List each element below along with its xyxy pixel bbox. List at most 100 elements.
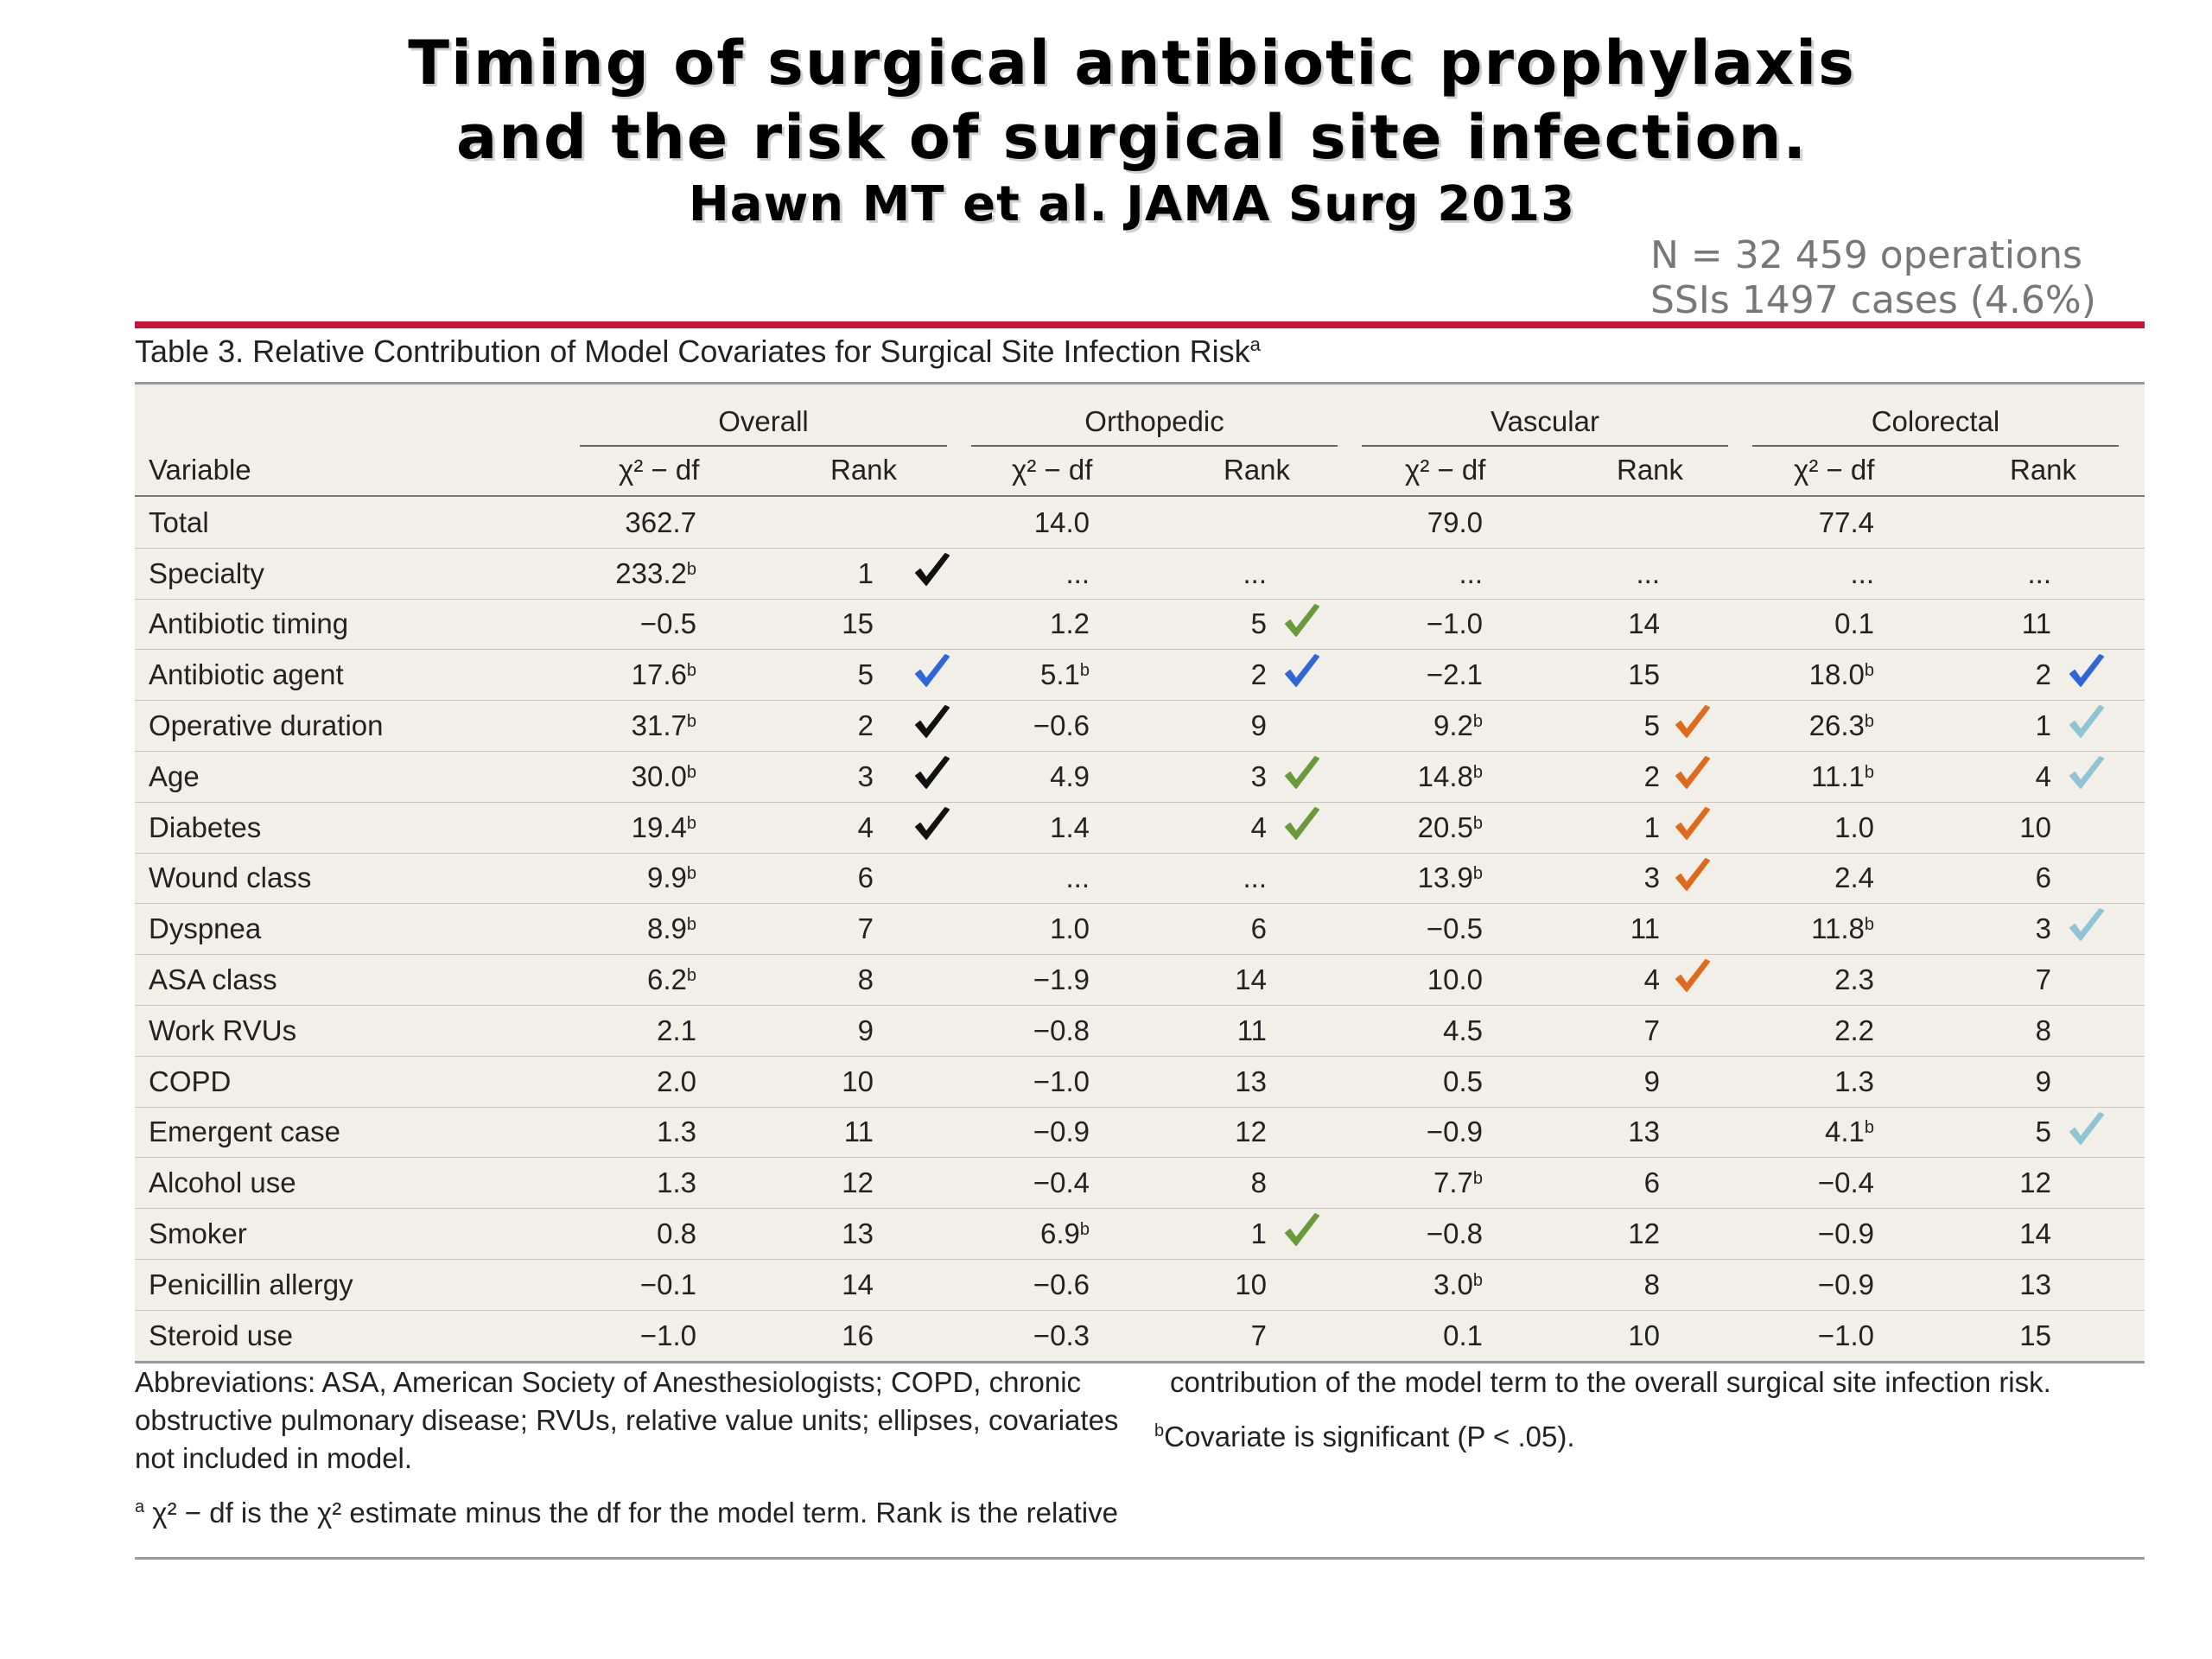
- checkmark-icon: [915, 654, 950, 688]
- cell-value: −0.4: [1817, 1166, 1874, 1199]
- chi-df-cell-overall: −0.1: [640, 1268, 696, 1301]
- cell-value: −0.5: [1426, 912, 1483, 945]
- cell-value: 2.4: [1834, 861, 1874, 894]
- checkmark-icon: [915, 756, 950, 789]
- cell-value: 11: [843, 1116, 874, 1148]
- cell-value: 2.1: [657, 1014, 696, 1046]
- chi-df-cell-overall: 8.9b: [647, 912, 696, 945]
- chi-df-cell-overall: 2.0: [657, 1065, 696, 1098]
- rank-cell-orthopedic: 14: [1235, 963, 1267, 996]
- chi-df-cell-colorectal: 18.0b: [1809, 658, 1874, 691]
- cell-value: 2: [857, 709, 874, 742]
- cell-value: 9: [1250, 709, 1267, 742]
- rank-cell-overall: 5: [858, 658, 874, 691]
- cell-value: 5: [857, 658, 874, 691]
- cell-value: 2.2: [1834, 1014, 1874, 1046]
- cell-value: 1: [1250, 1217, 1267, 1250]
- chi-df-cell-overall: 17.6b: [632, 658, 696, 691]
- cell-value: 2: [1250, 658, 1267, 691]
- cell-value: 14: [1628, 607, 1660, 640]
- checkmark-icon: [2069, 1111, 2104, 1145]
- cell-value: 4: [857, 810, 874, 843]
- significance-mark: b: [1864, 1118, 1874, 1138]
- rank-cell-overall: 7: [858, 912, 874, 945]
- stat-operations: N = 32 459 operations: [1650, 233, 2082, 277]
- group-rule-overall: [580, 445, 947, 447]
- chi-df-cell-vascular: 4.5: [1443, 1014, 1483, 1047]
- cell-value: −0.4: [1033, 1166, 1090, 1199]
- slide-title-line-2: and the risk of surgical site infection.: [455, 102, 1808, 173]
- checkmark-icon: [1675, 959, 1710, 993]
- footnotes-left: Abbreviations: ASA, American Society of …: [135, 1363, 1154, 1532]
- significance-mark: b: [1864, 661, 1874, 681]
- cell-value: 19.4: [631, 810, 687, 843]
- chi-df-cell-colorectal: 26.3b: [1809, 709, 1874, 742]
- chi-df-cell-orthopedic: 4.9: [1050, 760, 1090, 793]
- cell-value: ...: [1243, 556, 1267, 589]
- chi-df-cell-vascular: 0.1: [1443, 1319, 1483, 1352]
- col-header-rank-orthopedic: Rank: [1224, 454, 1291, 486]
- cell-value: −0.8: [1033, 1014, 1090, 1046]
- chi-df-cell-orthopedic: −0.3: [1033, 1319, 1090, 1352]
- col-header-chi-overall: χ² − df: [619, 454, 700, 486]
- cell-value: 6: [857, 861, 874, 894]
- cell-value: 9: [1643, 1065, 1660, 1097]
- rank-cell-orthopedic: 3: [1251, 760, 1267, 793]
- chi-df-cell-orthopedic: −0.8: [1033, 1014, 1090, 1047]
- checkmark-icon: [915, 705, 950, 739]
- chi-df-cell-orthopedic: −0.6: [1033, 1268, 1090, 1301]
- cell-value: 1.3: [657, 1166, 696, 1199]
- col-header-rank-overall: Rank: [830, 454, 898, 486]
- chi-df-cell-vascular: 13.9b: [1418, 861, 1483, 894]
- footnote-a: a χ² − df is the χ² estimate minus the d…: [135, 1488, 1154, 1532]
- chi-df-cell-colorectal: 2.4: [1834, 861, 1874, 894]
- rank-cell-vascular: 15: [1628, 658, 1660, 691]
- chi-df-cell-vascular: 10.0: [1427, 963, 1483, 996]
- cell-value: 4.5: [1443, 1014, 1483, 1046]
- table-row: Specialty 233.2b 1..................: [135, 549, 2145, 600]
- rank-cell-colorectal: 15: [2019, 1319, 2051, 1352]
- variable-name: Work RVUs: [149, 1014, 297, 1046]
- cell-value: 6: [2035, 861, 2051, 894]
- rank-cell-vascular: ...: [1636, 557, 1660, 590]
- table-caption-footnote-mark: a: [1249, 334, 1261, 355]
- cell-value: 4: [1643, 963, 1660, 996]
- cell-value: −0.6: [1033, 1268, 1090, 1300]
- cell-value: 0.1: [1443, 1319, 1483, 1352]
- significance-mark: b: [686, 762, 696, 782]
- cell-value: −1.0: [639, 1319, 696, 1352]
- chi-df-cell-colorectal: 1.0: [1834, 811, 1874, 844]
- rank-cell-colorectal: 1: [2036, 709, 2051, 742]
- cell-value: 1.0: [1050, 912, 1090, 945]
- rank-cell-colorectal: 14: [2019, 1217, 2051, 1250]
- significance-mark: b: [686, 712, 696, 732]
- cell-value: −1.0: [1033, 1065, 1090, 1097]
- rank-cell-vascular: 11: [1630, 912, 1660, 945]
- chi-df-cell-orthopedic: −1.9: [1033, 963, 1090, 996]
- significance-mark: b: [686, 915, 696, 935]
- rank-cell-overall: 9: [858, 1014, 874, 1047]
- rank-cell-orthopedic: 8: [1251, 1166, 1267, 1199]
- group-header-overall: Overall: [718, 405, 809, 437]
- table-row: Operative duration 31.7b 2 −0.6 9 9.2b 5 26.3b 1: [135, 701, 2145, 752]
- chi-df-cell-vascular: 7.7b: [1433, 1166, 1483, 1199]
- variable-name: Wound class: [149, 861, 312, 894]
- table-row: Smoker 0.8 13 6.9b 1 −0.8 12 −0.9 14: [135, 1209, 2145, 1260]
- rank-cell-overall: 15: [842, 607, 874, 640]
- table-row: Emergent case 1.3 11 −0.9 12 −0.9 13 4.1b 5: [135, 1108, 2145, 1159]
- rank-cell-overall: 1: [858, 557, 874, 590]
- checkmark-icon: [915, 552, 950, 586]
- table-row: COPD 2.0 10 −1.0 13 0.5 9 1.3 9: [135, 1057, 2145, 1108]
- table-row: Work RVUs 2.1 9 −0.8 11 4.5 7 2.2 8: [135, 1006, 2145, 1057]
- significance-mark: b: [686, 559, 696, 579]
- cell-value: −2.1: [1426, 658, 1483, 691]
- rank-cell-colorectal: 9: [2036, 1065, 2051, 1098]
- cell-value: −0.1: [639, 1268, 696, 1300]
- cell-value: 10: [842, 1065, 874, 1097]
- cell-value: 12: [2019, 1166, 2051, 1199]
- chi-df-cell-vascular: 0.5: [1443, 1065, 1483, 1098]
- cell-value: 4.9: [1050, 760, 1090, 792]
- cell-value: 14: [1235, 963, 1267, 996]
- group-header-colorectal: Colorectal: [1871, 405, 2000, 437]
- cell-value: ...: [1243, 861, 1267, 894]
